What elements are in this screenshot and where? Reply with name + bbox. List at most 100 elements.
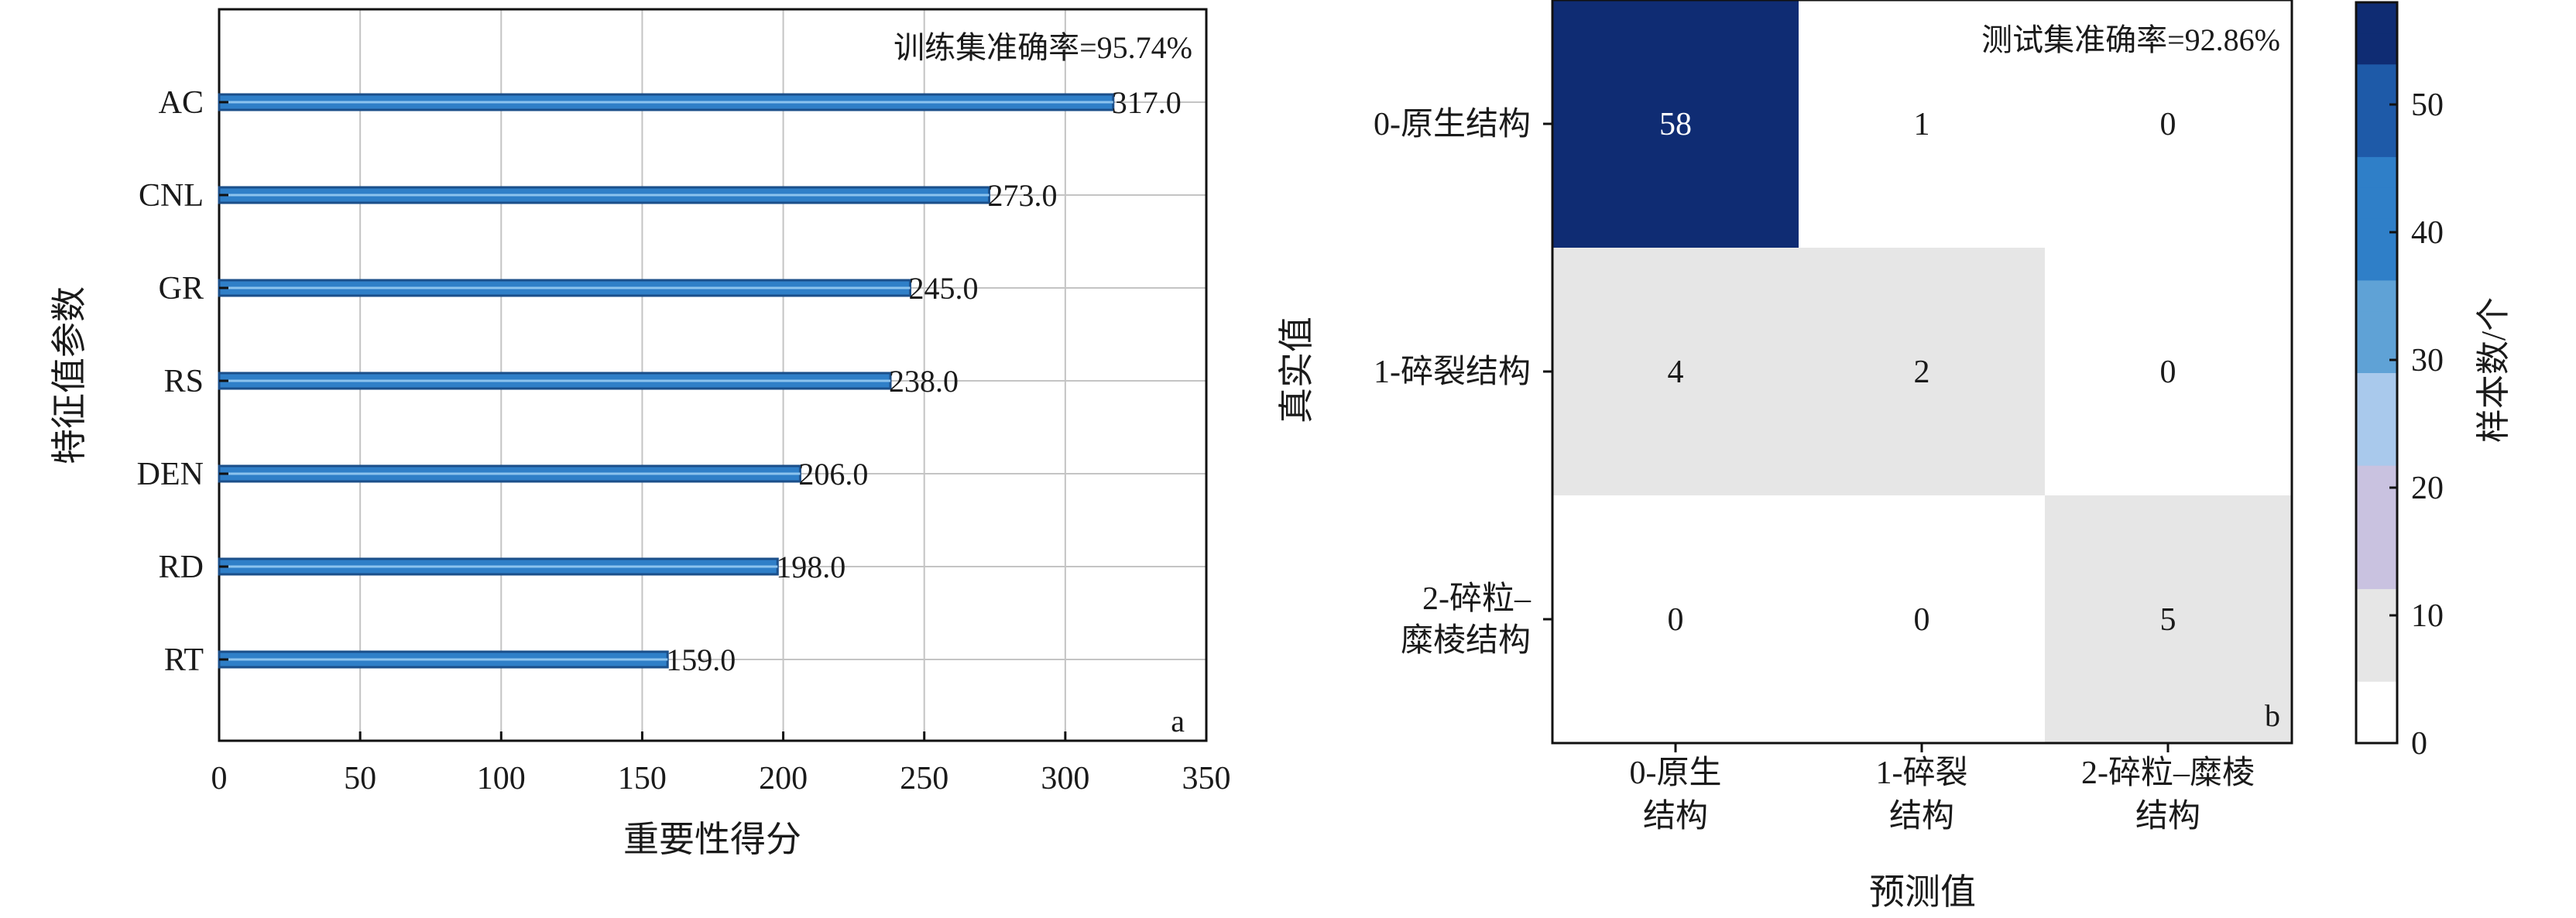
predicted-class-label: 结构 bbox=[1889, 799, 1954, 834]
matrix-cell bbox=[1552, 0, 1799, 248]
x-tick-label: 250 bbox=[900, 761, 948, 796]
colorbar-segment bbox=[2356, 341, 2397, 373]
category-label: RT bbox=[164, 642, 204, 678]
colorbar-tick-label: 50 bbox=[2411, 87, 2444, 123]
colorbar-segment bbox=[2356, 2, 2397, 34]
matrix-cell bbox=[2045, 0, 2291, 248]
x-tick-label: 0 bbox=[211, 761, 228, 796]
matrix-cell-value: 1 bbox=[1914, 107, 1930, 142]
true-class-label: 糜棱结构 bbox=[1401, 622, 1531, 659]
confusion-matrix-annotation: 测试集准确率=92.86% bbox=[1981, 22, 2280, 57]
matrix-cell-value: 4 bbox=[1668, 355, 1684, 390]
bar-chart-category-labels: AC CNL GR RS DEN RD RT bbox=[137, 85, 228, 678]
confusion-matrix-cells: 58 1 0 4 2 0 0 0 5 bbox=[1552, 0, 2291, 743]
colorbar-segment bbox=[2356, 218, 2397, 250]
colorbar-tick-label: 0 bbox=[2411, 726, 2427, 762]
x-tick-label: 350 bbox=[1182, 761, 1231, 796]
category-label: CNL bbox=[139, 178, 204, 214]
colorbar-ticks: 0 10 20 30 40 50 bbox=[2389, 87, 2444, 762]
matrix-cell bbox=[2045, 495, 2291, 743]
colorbar bbox=[2356, 2, 2397, 744]
x-tick-label: 150 bbox=[618, 761, 667, 796]
colorbar-segment bbox=[2356, 712, 2397, 744]
colorbar-tick-label: 30 bbox=[2411, 343, 2444, 379]
matrix-cell-value: 0 bbox=[1914, 602, 1930, 638]
colorbar-segment bbox=[2356, 156, 2397, 188]
bar-chart-annotation: 训练集准确率=95.74% bbox=[894, 30, 1192, 65]
colorbar-segment bbox=[2356, 279, 2397, 312]
colorbar-segment bbox=[2356, 187, 2397, 219]
predicted-class-label: 结构 bbox=[1643, 799, 1708, 834]
colorbar-segment bbox=[2356, 249, 2397, 281]
bar-chart-panel: 317.0 273.0 245.0 238.0 206.0 198.0 159.0 AC CN… bbox=[50, 8, 1231, 859]
category-label: AC bbox=[159, 85, 204, 121]
colorbar-frame bbox=[2355, 1, 2399, 745]
matrix-cell-value: 0 bbox=[2160, 107, 2176, 142]
bar-value-label: 317.0 bbox=[1112, 85, 1182, 120]
colorbar-segment bbox=[2356, 63, 2397, 96]
colorbar-segment bbox=[2356, 33, 2397, 65]
confusion-matrix-y-axis-label: 真实值 bbox=[1277, 317, 1316, 423]
confusion-matrix-x-axis-label: 预测值 bbox=[1869, 872, 1976, 912]
matrix-cell-value: 0 bbox=[1668, 602, 1684, 638]
colorbar-segment bbox=[2356, 619, 2397, 651]
matrix-cell bbox=[1799, 495, 2045, 743]
predicted-class-label: 结构 bbox=[2135, 799, 2200, 834]
colorbar-segment bbox=[2356, 496, 2397, 528]
predicted-class-label: 1-碎裂 bbox=[1876, 755, 1968, 791]
colorbar-tick-label: 40 bbox=[2411, 215, 2444, 251]
x-tick-label: 300 bbox=[1041, 761, 1089, 796]
colorbar-segment bbox=[2356, 465, 2397, 497]
colorbar-segment bbox=[2356, 681, 2397, 713]
colorbar-segment bbox=[2356, 650, 2397, 682]
matrix-cell-value: 58 bbox=[1659, 107, 1692, 142]
colorbar-segment bbox=[2356, 557, 2397, 590]
bar-chart-x-axis-label: 重要性得分 bbox=[623, 820, 801, 859]
matrix-cell-value: 5 bbox=[2160, 602, 2176, 638]
matrix-cell bbox=[1799, 0, 2045, 248]
bar-chart-panel-letter: a bbox=[1171, 704, 1185, 738]
x-tick-label: 200 bbox=[759, 761, 808, 796]
bar-value-label: 273.0 bbox=[988, 178, 1058, 213]
x-tick-label: 100 bbox=[477, 761, 526, 796]
bar-value-label: 206.0 bbox=[798, 457, 868, 492]
matrix-cell bbox=[1799, 248, 2045, 495]
predicted-class-label: 0-原生 bbox=[1630, 755, 1722, 791]
true-class-label: 2-碎粒– bbox=[1422, 581, 1532, 617]
matrix-cell bbox=[1552, 495, 1799, 743]
bar-value-label: 245.0 bbox=[909, 271, 979, 306]
bar-chart-x-ticks: 0 50 100 150 200 250 300 350 bbox=[211, 731, 1231, 796]
x-tick-label: 50 bbox=[344, 761, 376, 796]
confusion-matrix-true-class-labels: 0-原生结构 1-碎裂结构 2-碎粒– 糜棱结构 bbox=[1374, 107, 1552, 659]
colorbar-segment bbox=[2356, 94, 2397, 126]
true-class-label: 0-原生结构 bbox=[1374, 107, 1531, 142]
predicted-class-label: 2-碎粒–糜棱 bbox=[2081, 755, 2255, 791]
bar-value-label: 238.0 bbox=[889, 364, 959, 399]
colorbar-tick-label: 10 bbox=[2411, 598, 2444, 634]
matrix-cell-value: 2 bbox=[1914, 355, 1930, 390]
colorbar-segment bbox=[2356, 372, 2397, 404]
colorbar-segment bbox=[2356, 310, 2397, 343]
matrix-cell-value: 0 bbox=[2160, 355, 2176, 390]
colorbar-segment bbox=[2356, 526, 2397, 559]
bar-value-label: 198.0 bbox=[776, 550, 846, 584]
bar-chart-bars: 317.0 273.0 245.0 238.0 206.0 198.0 159.0 bbox=[218, 85, 1182, 677]
colorbar-segment bbox=[2356, 403, 2397, 435]
bar-chart-y-axis-label: 特征值参数 bbox=[50, 286, 89, 464]
matrix-cell bbox=[1552, 248, 1799, 495]
colorbar-segment bbox=[2356, 125, 2397, 157]
category-label: GR bbox=[159, 271, 204, 307]
matrix-cell bbox=[2045, 248, 2291, 495]
colorbar-segment bbox=[2356, 434, 2397, 466]
colorbar-label: 样本数/个 bbox=[2475, 297, 2513, 443]
category-label: DEN bbox=[137, 457, 204, 492]
confusion-matrix-panel-letter: b bbox=[2265, 698, 2280, 733]
category-label: RS bbox=[164, 364, 204, 399]
category-label: RD bbox=[159, 550, 204, 585]
bar-value-label: 159.0 bbox=[666, 642, 736, 677]
true-class-label: 1-碎裂结构 bbox=[1374, 355, 1531, 390]
colorbar-tick-label: 20 bbox=[2411, 471, 2444, 506]
